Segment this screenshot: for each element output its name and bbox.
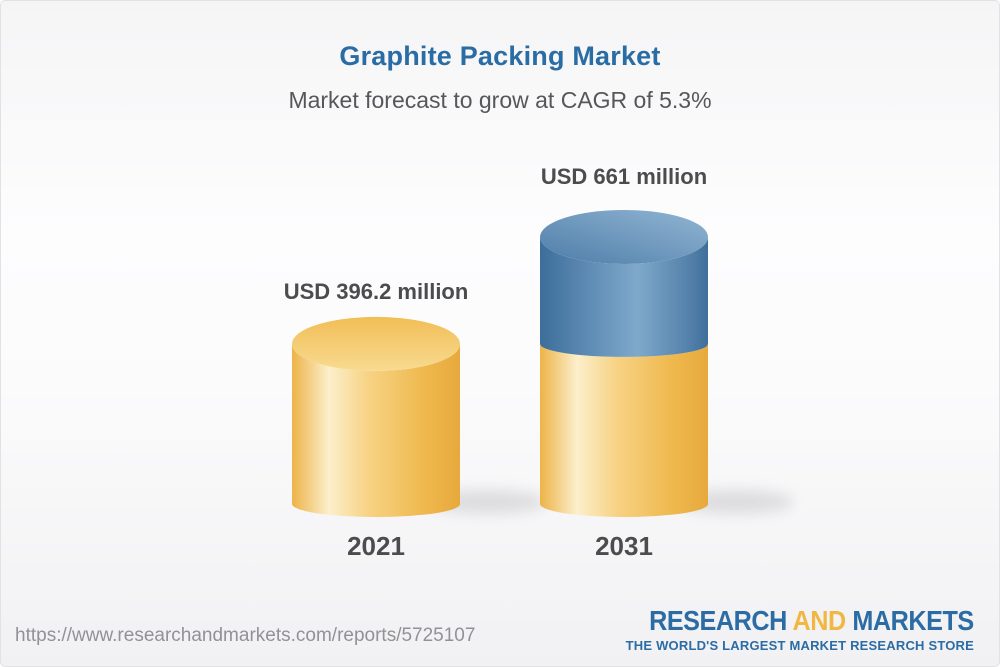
chart-title: Graphite Packing Market	[339, 41, 661, 71]
research-and-markets-logo: RESEARCH AND MARKETS THE WORLD'S LARGEST…	[613, 607, 975, 653]
bar-2021-top-face	[292, 316, 460, 371]
bar-2021-cylinder	[292, 343, 460, 517]
logo-word-and: AND	[792, 605, 847, 636]
logo-tagline: THE WORLD'S LARGEST MARKET RESEARCH STOR…	[625, 638, 974, 653]
bar-2031-top-face	[540, 209, 708, 264]
chart-subtitle: Market forecast to grow at CAGR of 5.3%	[288, 87, 712, 113]
category-label-2021: 2021	[347, 531, 405, 561]
bar-2031-base-segment	[540, 343, 708, 517]
logo-word-research: RESEARCH	[649, 605, 788, 636]
value-label-2031: USD 661 million	[540, 164, 708, 189]
bar-2031-growth-segment	[540, 236, 708, 357]
category-label-2031: 2031	[595, 531, 653, 561]
logo-word-markets: MARKETS	[852, 605, 975, 636]
value-label-2021: USD 396.2 million	[283, 279, 469, 304]
logo-wordmark: RESEARCH AND MARKETS	[649, 607, 974, 635]
report-url: https://www.researchandmarkets.com/repor…	[15, 625, 476, 646]
